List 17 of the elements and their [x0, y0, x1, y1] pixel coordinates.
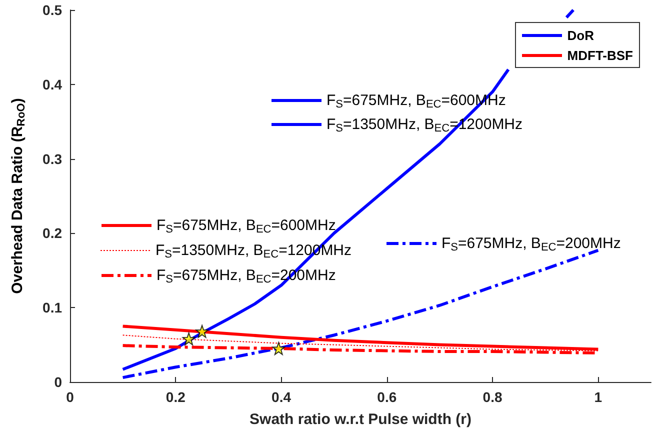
y-tick-label: 0.4	[42, 76, 62, 92]
x-tick-label: 0.6	[377, 389, 397, 405]
y-tick-label: 0.2	[42, 225, 62, 242]
y-tick-label: 0	[54, 374, 62, 390]
x-tick-label: 0.2	[166, 389, 186, 405]
x-axis-title: Swath ratio w.r.t Pulse width (r)	[250, 411, 472, 428]
x-tick-label: 0.8	[482, 389, 502, 405]
annotation: DoR	[567, 28, 594, 42]
y-tick-label: 0.1	[42, 300, 62, 316]
x-tick-label: 0.4	[272, 389, 292, 405]
y-axis-title: Overhead Data Ratio (RRoO)	[9, 98, 28, 294]
y-tick-label: 0.3	[42, 150, 62, 167]
y-tick-label: 0.5	[42, 2, 62, 18]
legend-box: DoR MDFT-BSF	[515, 22, 640, 68]
x-tick-label: 0	[66, 389, 74, 405]
x-tick-label: 1	[594, 389, 602, 405]
annotation: MDFT-BSF	[567, 48, 633, 62]
